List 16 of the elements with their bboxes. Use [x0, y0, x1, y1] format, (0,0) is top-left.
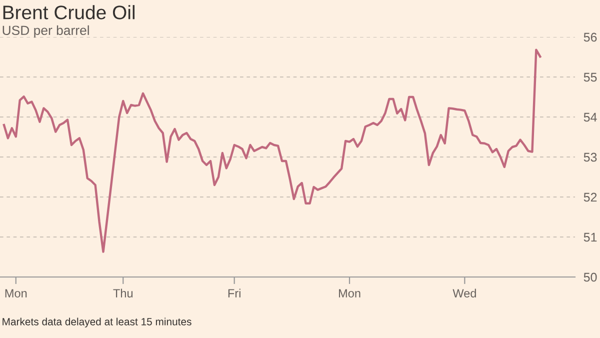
x-tick-label: Mon — [338, 289, 360, 298]
y-tick-label: 56 — [584, 32, 597, 42]
line-series — [2, 48, 542, 253]
y-tick-label: 55 — [584, 72, 597, 82]
y-tick-label: 52 — [584, 192, 597, 202]
x-tick-label: Mon — [5, 289, 27, 298]
x-tick-label: Wed — [452, 288, 476, 298]
y-tick-label: 53 — [584, 152, 597, 162]
chart-title: Brent Crude Oil — [3, 5, 135, 20]
y-tick-label: 51 — [584, 232, 597, 242]
x-tick-label: Thu — [113, 288, 133, 298]
x-tick-label: Fri — [228, 288, 240, 298]
chart-subtitle: USD per barrel — [2, 25, 89, 38]
y-tick-label: 54 — [584, 112, 597, 122]
y-tick-label: 50 — [584, 272, 597, 282]
text: Markets data delayed at least 15 minutes — [2, 318, 192, 328]
